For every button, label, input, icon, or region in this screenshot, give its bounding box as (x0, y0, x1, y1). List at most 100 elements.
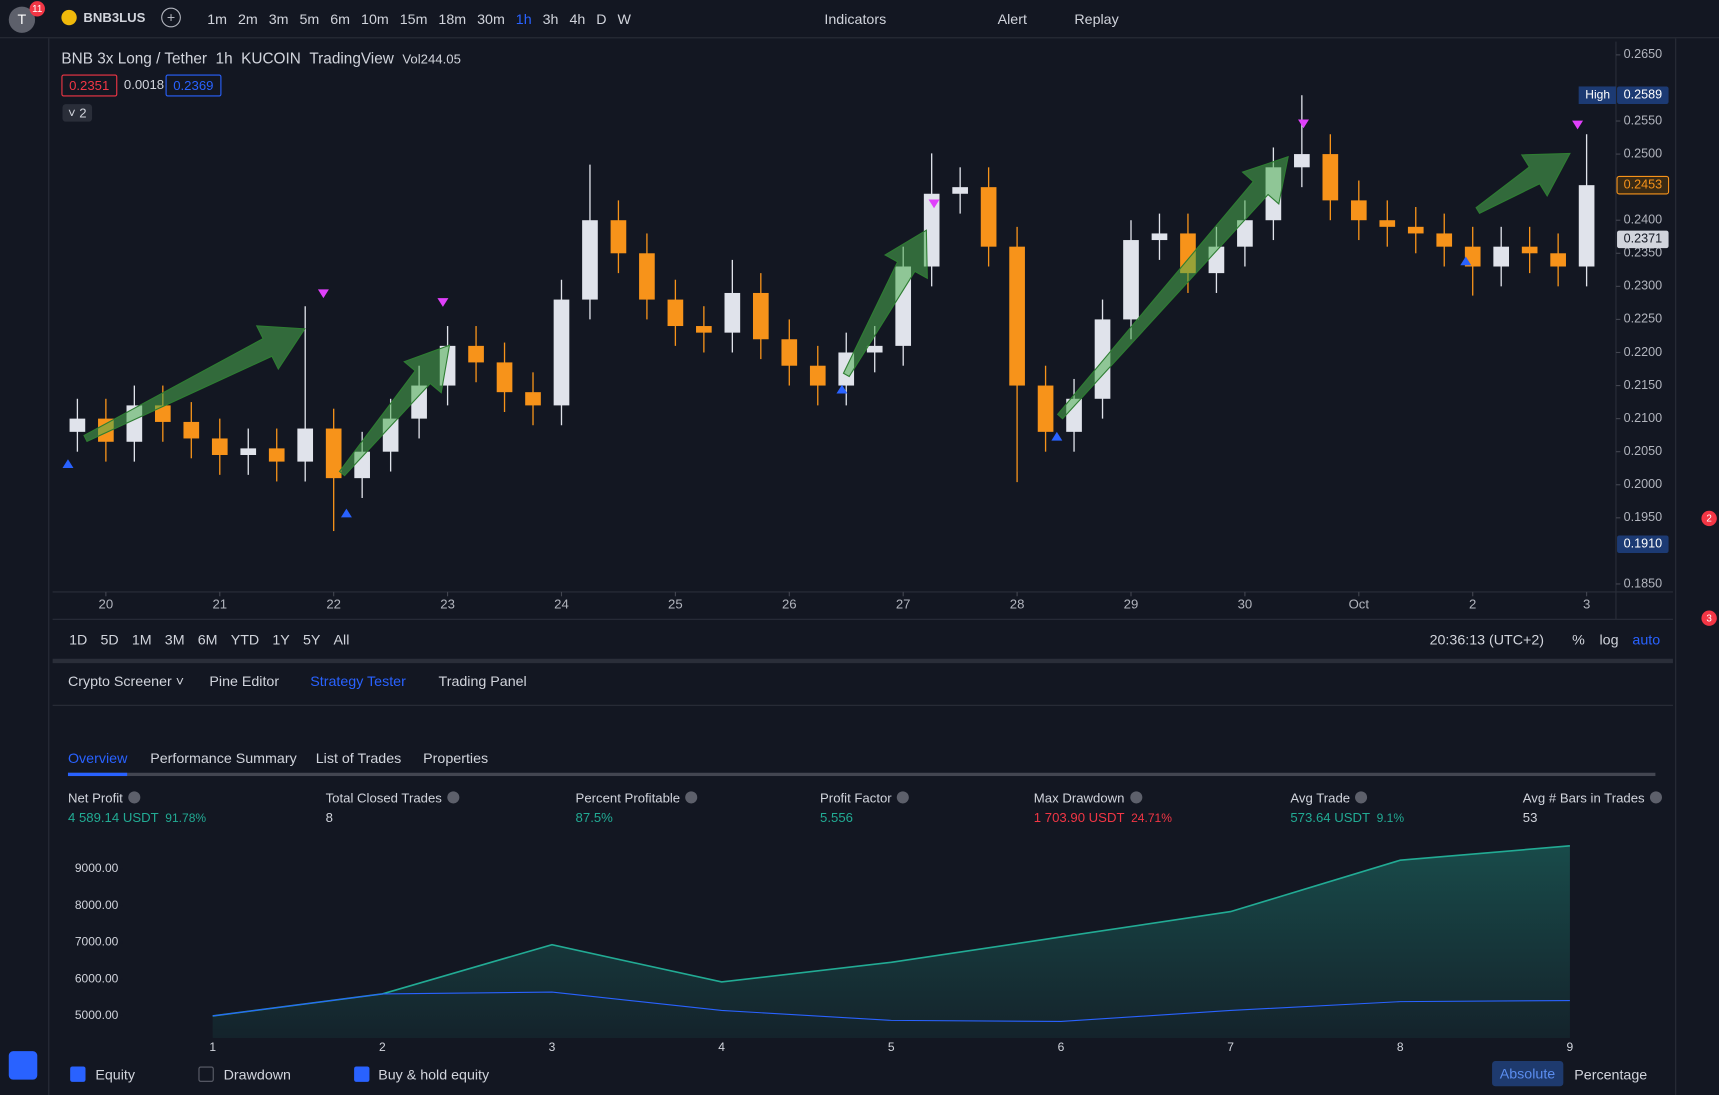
info-icon[interactable] (1650, 791, 1663, 804)
symbol[interactable]: BNB3LUS (83, 9, 146, 26)
interval[interactable]: 15m (399, 10, 428, 28)
candle-body (1493, 246, 1510, 267)
metric-value-row: 573.64 USDT 9.1% (1290, 810, 1404, 825)
metric-label: Max Drawdown (1034, 790, 1172, 806)
y-tick-label: 0.2400 (1624, 213, 1663, 227)
absolute-button[interactable]: Absolute (1492, 1061, 1563, 1087)
subtab-rule (67, 772, 1656, 777)
range[interactable]: 6M (197, 631, 218, 648)
sell-signal (928, 199, 940, 209)
candle-body (240, 448, 257, 455)
interval[interactable]: 1m (207, 10, 228, 28)
percent-toggle[interactable]: % (1572, 631, 1585, 648)
candle-body (639, 253, 655, 300)
range[interactable]: 1Y (272, 631, 290, 648)
info-icon[interactable] (685, 791, 698, 804)
tab-active[interactable]: Strategy Tester (310, 673, 406, 690)
favorites-button[interactable] (8, 1051, 38, 1080)
price-tag (1616, 175, 1670, 195)
info-icon[interactable] (447, 791, 460, 804)
interval[interactable]: 2m (237, 10, 258, 28)
replay-button[interactable]: Replay (1074, 10, 1119, 28)
legend-label: Buy & hold equity (378, 1066, 490, 1083)
candle-body (752, 292, 769, 340)
info-icon[interactable] (1355, 791, 1368, 804)
x-tick-label: 2 (1469, 597, 1476, 612)
candle-body (1578, 185, 1595, 267)
interval[interactable]: 1h (515, 10, 532, 28)
candle-body (923, 193, 940, 267)
candle-body (610, 220, 627, 254)
interval[interactable]: 3h (542, 10, 559, 28)
interval[interactable]: 5m (299, 10, 320, 28)
compare-button[interactable]: + (161, 7, 181, 28)
bid-price[interactable]: 0.2351 (61, 74, 117, 97)
tab[interactable]: Pine Editor (209, 673, 280, 690)
annotation-arrow (1475, 152, 1571, 214)
subtab[interactable]: List of Trades (315, 749, 402, 767)
interval[interactable]: 6m (330, 10, 351, 28)
range[interactable]: 1M (131, 631, 152, 648)
percentage-button[interactable]: Percentage (1574, 1066, 1648, 1083)
interval[interactable]: 18m (438, 10, 467, 28)
log-toggle[interactable]: log (1599, 631, 1619, 648)
metric-name: Percent Profitable (575, 790, 681, 806)
metric: Avg Trade 573.64 USDT 9.1% (1290, 790, 1404, 825)
alert-button[interactable]: Alert (997, 10, 1027, 28)
x-tick-label: 24 (554, 597, 569, 612)
buy-signal (1460, 256, 1472, 266)
metric-name: Profit Factor (820, 790, 892, 806)
range[interactable]: All (333, 631, 350, 648)
chart-title: BNB 3x Long / Tether 1h KUCOIN TradingVi… (61, 49, 461, 67)
info-icon[interactable] (897, 791, 910, 804)
legend-label: Equity (95, 1066, 135, 1083)
interval[interactable]: W (617, 10, 632, 28)
candle-body (667, 299, 684, 327)
range[interactable]: 5Y (302, 631, 321, 648)
x-tick-label: 29 (1124, 597, 1139, 612)
subtab[interactable]: Properties (423, 749, 489, 767)
tab-label: Crypto Screener (67, 673, 172, 690)
range[interactable]: 5D (100, 631, 119, 648)
subtab-active[interactable]: Overview (67, 749, 128, 767)
interval[interactable]: 4h (569, 10, 586, 28)
y-tick-label: 8000.00 (75, 898, 119, 912)
y-tick-label: 0.2100 (1624, 411, 1663, 425)
interval[interactable]: 3m (268, 10, 289, 28)
intervals: 1m 2m 3m 5m 6m 10m 15m 18m 30m 1h 3h 4h D W (207, 11, 642, 27)
symbol-icon (61, 9, 77, 26)
metric-value: 5.556 (820, 810, 853, 826)
candle-body (297, 428, 314, 462)
metric-value: 573.64 USDT (1290, 810, 1371, 826)
y-tick-label: 0.2250 (1624, 312, 1663, 326)
info-icon[interactable] (1129, 791, 1143, 804)
range[interactable]: 3M (164, 631, 185, 648)
indicators-button[interactable]: Indicators (824, 10, 887, 28)
tab[interactable]: Crypto Screener ˅ (67, 673, 185, 690)
interval[interactable]: 30m (477, 10, 505, 28)
ask-price[interactable]: 0.2369 (165, 74, 222, 97)
interval[interactable]: 10m (361, 10, 389, 28)
info-icon[interactable] (128, 791, 141, 804)
interval[interactable]: D (596, 10, 607, 28)
checkbox-checked[interactable] (70, 1066, 86, 1082)
clock: 20:36:13 (UTC+2) (1429, 631, 1545, 648)
auto-toggle[interactable]: auto (1632, 631, 1661, 648)
badge: 3 (1701, 610, 1717, 626)
metric-name: Avg Trade (1290, 790, 1351, 806)
metric-value-row: 8 (326, 810, 460, 825)
panel-tabs (52, 658, 1673, 706)
subtab[interactable]: Performance Summary (150, 749, 297, 767)
annotation-arrow (842, 229, 928, 378)
checkbox-checked[interactable] (354, 1066, 370, 1082)
checkbox[interactable] (198, 1066, 214, 1082)
x-tick-label: 8 (1397, 1040, 1404, 1054)
range[interactable]: YTD (230, 631, 260, 648)
collapse-toggle[interactable]: ˅ 2 (62, 104, 93, 122)
candle-body (1123, 240, 1139, 320)
candle-body (211, 438, 228, 455)
range[interactable]: 1D (69, 631, 88, 648)
tab[interactable]: Trading Panel (438, 673, 527, 690)
